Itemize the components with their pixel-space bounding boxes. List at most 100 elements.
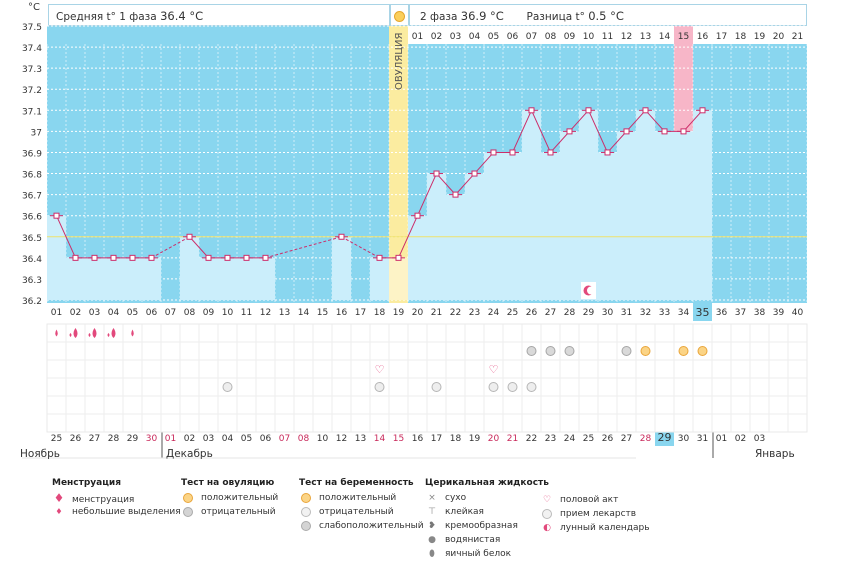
temp-point — [471, 170, 478, 177]
positive-ovulation-test — [640, 346, 651, 356]
cycle-day-label: 09 — [203, 308, 215, 318]
temp-bar — [674, 131, 693, 300]
negative-ovulation-test — [526, 346, 537, 356]
legend-title: Тест на овуляцию — [181, 478, 275, 488]
cycle-day-label: 37 — [735, 308, 746, 318]
temp-point — [547, 149, 554, 156]
negative-pregnancy-test — [431, 382, 442, 392]
small-drop-icon: ♦ — [55, 507, 63, 516]
cycle-day-label: 17 — [355, 308, 366, 318]
temp-bar — [66, 257, 85, 300]
legend-item: водянистая — [445, 535, 501, 545]
temp-point — [224, 254, 231, 261]
cycle-day-label: 22 — [450, 308, 461, 318]
cycle-day-label: 40 — [792, 308, 804, 318]
phase1-value: 36.4 °C — [160, 9, 204, 23]
date-label: 02 — [735, 434, 746, 444]
y-tick-label: 36.7 — [22, 192, 42, 202]
date-label: 01 — [165, 434, 176, 444]
legend-item: слабоположительный — [319, 521, 424, 531]
legend-item: лунный календарь — [560, 523, 650, 533]
temp-line-segment — [56, 215, 76, 259]
legend-title: Церикальная жидкость — [425, 478, 549, 488]
negative-test-icon — [301, 506, 311, 517]
date-label: 14 — [374, 434, 386, 444]
post-ovulation-day-label: 03 — [450, 32, 461, 42]
pill-icon — [542, 508, 552, 519]
date-label: 30 — [146, 434, 158, 444]
date-label: 28 — [640, 434, 652, 444]
cycle-day-label: 35 — [696, 306, 710, 319]
temp-bar — [617, 131, 636, 300]
negative-ovulation-test — [564, 346, 575, 356]
post-ovulation-day-label: 12 — [621, 32, 632, 42]
legend-item: отрицательный — [319, 507, 394, 517]
month-label: Декабрь — [166, 448, 213, 460]
temp-point — [452, 191, 459, 198]
current-day-cell — [693, 303, 712, 321]
y-tick-label: 37 — [31, 128, 42, 138]
positive-test-icon — [183, 492, 193, 503]
legend-cervical-fluid: Церикальная жидкость × сухо ⊤ клейкая ❥ кре… — [425, 478, 549, 561]
post-ovulation-day-row — [408, 26, 807, 44]
date-label: 13 — [355, 434, 366, 444]
cycle-day-label: 13 — [279, 308, 290, 318]
y-tick-label: 37.5 — [22, 23, 42, 33]
cycle-day-label: 39 — [773, 308, 785, 318]
cycle-day-label: 27 — [545, 308, 556, 318]
cycle-day-label: 16 — [336, 308, 348, 318]
date-label: 19 — [469, 434, 481, 444]
post-ovulation-day-label: 13 — [640, 32, 651, 42]
cycle-day-label: 21 — [431, 308, 442, 318]
cycle-day-label: 01 — [51, 308, 62, 318]
legend-pregnancy-test: Тест на беременность положительный отриц… — [299, 478, 424, 533]
temp-bar — [142, 257, 161, 300]
y-tick-label: 37.3 — [22, 65, 42, 75]
date-label: 06 — [260, 434, 272, 444]
post-ovulation-day-label: 04 — [469, 32, 481, 42]
y-tick-label: 37.2 — [22, 86, 42, 96]
cycle-day-label: 19 — [393, 308, 405, 318]
date-label: 30 — [678, 434, 690, 444]
menstruation-drop — [92, 328, 97, 338]
heart-icon: ♡ — [542, 495, 552, 505]
post-ovulation-day-label: 10 — [583, 32, 595, 42]
post-ovulation-day-label: 09 — [564, 32, 576, 42]
temperature-chart: 36.2 36.3 36.4 36.5 36.6 36.7 36.8 36.9 37 37.1 37… — [20, 2, 808, 460]
legend-item: половой акт — [560, 495, 619, 505]
cycle-day-label: 30 — [602, 308, 614, 318]
temp-line-segment — [436, 173, 456, 195]
positive-ovulation-test — [697, 346, 708, 356]
y-tick-label: 36.2 — [22, 297, 42, 307]
menstruation-drop — [88, 333, 91, 337]
cycle-day-label: 04 — [108, 308, 120, 318]
temp-line-segment — [645, 109, 665, 132]
post-ovulation-day-label: 17 — [716, 32, 727, 42]
temp-bar — [389, 257, 408, 300]
legend-other: ♡ половой акт прием лекарств ◐ лунный кале… — [540, 493, 650, 535]
temp-bar — [123, 257, 142, 300]
temp-bar — [47, 215, 66, 300]
temp-bar — [541, 152, 560, 300]
temp-line-segment — [588, 110, 608, 153]
negative-pregnancy-test — [526, 382, 537, 392]
date-label: 23 — [545, 434, 556, 444]
cycle-day-label: 33 — [659, 308, 670, 318]
y-tick-label: 36.5 — [22, 234, 42, 244]
cycle-day-label: 05 — [127, 308, 138, 318]
sun-icon — [394, 10, 405, 22]
temp-point — [148, 254, 155, 261]
post-ovulation-day-label: 19 — [754, 32, 766, 42]
phase1-label: Средняя t° 1 фаза — [56, 11, 157, 23]
date-label: 26 — [602, 434, 614, 444]
date-label: 07 — [279, 434, 290, 444]
cycle-day-label: 12 — [260, 308, 271, 318]
temp-line-segment — [474, 152, 494, 174]
temp-point — [490, 149, 497, 156]
temp-bar — [560, 131, 579, 300]
ovulation-label: ОВУЛЯЦИЯ — [394, 33, 405, 91]
positive-test-icon — [301, 492, 311, 503]
temp-point — [566, 128, 573, 135]
temp-line-segment — [341, 236, 380, 259]
cycle-day-label: 15 — [317, 308, 328, 318]
